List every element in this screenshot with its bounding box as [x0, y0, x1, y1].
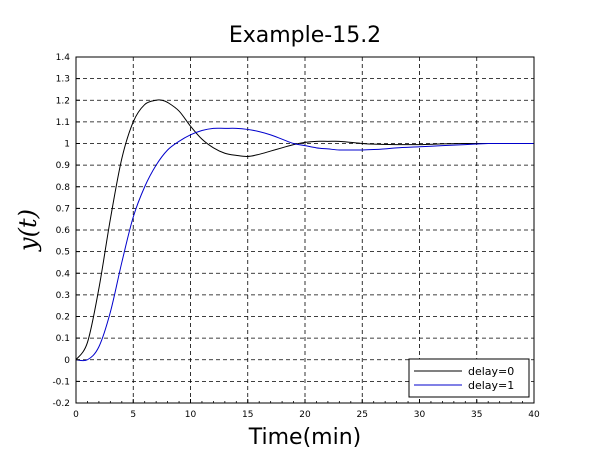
y-tick-label: -0.2 — [52, 399, 70, 409]
y-tick-label: 0.3 — [56, 291, 70, 301]
chart-title: Example-15.2 — [229, 23, 381, 48]
x-tick-label: 20 — [299, 410, 311, 420]
y-tick-label: 1.1 — [56, 118, 70, 128]
grid — [76, 57, 534, 403]
axis-ticks: 0 5 10 15 20 25 30 35 40 -0.2 -0.1 0 0.1 0.2 0.3 0.4 0.5… — [52, 53, 540, 420]
x-tick-label: 5 — [130, 410, 136, 420]
y-tick-label: 0 — [64, 356, 70, 366]
y-tick-label: 0.9 — [56, 161, 71, 171]
y-tick-label: 1.4 — [56, 53, 71, 63]
y-tick-label: 0.4 — [56, 269, 71, 279]
series-line-delay=1 — [75, 127, 534, 362]
x-axis-label: Time(min) — [248, 425, 362, 450]
legend-label: delay=0 — [468, 365, 514, 378]
x-tick-label: 10 — [185, 410, 197, 420]
y-tick-label: 1 — [64, 140, 70, 150]
y-tick-label: 1.2 — [56, 96, 70, 106]
y-tick-label: 0.1 — [56, 334, 70, 344]
legend-label: delay=1 — [468, 379, 514, 392]
y-tick-label: -0.1 — [52, 377, 70, 387]
series-layer — [75, 99, 534, 362]
y-tick-label: 0.6 — [56, 226, 71, 236]
y-tick-label: 0.2 — [56, 313, 70, 323]
y-axis-label: y(t) — [14, 209, 42, 252]
x-tick-label: 35 — [471, 410, 482, 420]
x-tick-label: 15 — [242, 410, 253, 420]
x-tick-label: 0 — [73, 410, 79, 420]
x-tick-label: 30 — [414, 410, 426, 420]
x-tick-label: 25 — [357, 410, 368, 420]
y-tick-label: 0.5 — [56, 248, 70, 258]
legend-box — [408, 358, 530, 398]
series-line-delay=0 — [75, 99, 534, 361]
y-tick-label: 1.3 — [56, 75, 70, 85]
y-tick-label: 0.8 — [56, 183, 71, 193]
x-tick-label: 40 — [528, 410, 540, 420]
y-tick-label: 0.7 — [56, 204, 70, 214]
